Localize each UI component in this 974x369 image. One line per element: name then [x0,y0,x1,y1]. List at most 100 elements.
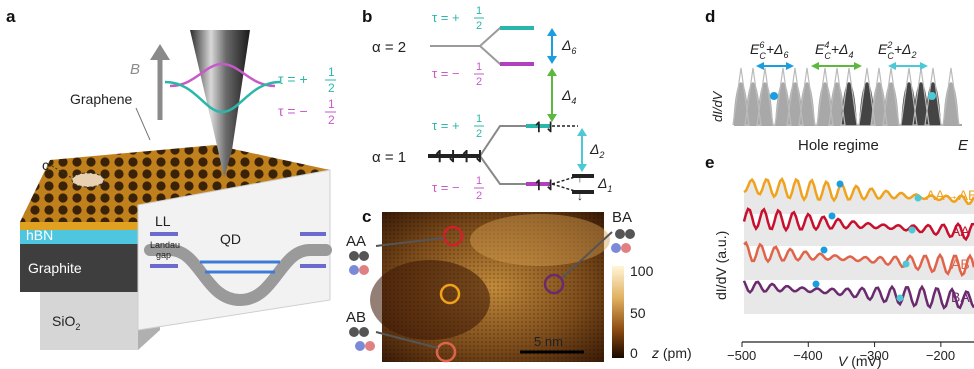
b-tau-plus-top-num: 1 [476,5,482,17]
delta2-head-up [577,128,587,136]
hbn-label: hBN [26,227,53,243]
e-tick-label: −200 [926,348,955,363]
e-dot-delta6 [828,212,836,220]
panel-b: b α = 2 τ = + 1 2 τ = − 1 2 Δ6 Δ4 α = 1 [362,5,612,203]
delta4-head-up [547,68,557,76]
e-ylabel: dI/dV (a.u.) [713,231,729,300]
delta6-label: Δ6 [561,37,576,56]
e-trace-fill [744,280,974,314]
ab-pointer [375,331,439,349]
aa-atom-1 [349,251,359,261]
d-arrow-6-right [786,62,794,70]
panel-a-letter: a [6,7,16,26]
d-term-4: E4 C+Δ4 [815,40,853,61]
delta4-head-down [547,114,557,122]
e-tick-label: −300 [860,348,889,363]
b-tau-minus-top-num: 1 [476,61,482,73]
ab-site-circle [435,341,457,363]
b-tau-plus-bottom-num: 1 [476,113,482,125]
d-arrow-4-right [854,62,862,70]
tau-plus-spin-arrows: ↿⇃ [533,119,556,135]
panel-d-letter: d [705,7,715,26]
colorbar-tick-50: 50 [630,305,646,321]
d-e-label: E [958,137,969,154]
svg-text:E4C+Δ4: E4 C+Δ4 [815,40,853,61]
colorbar-tick-0: 0 [630,345,638,361]
d-arrow-4-left [811,62,819,70]
aa-atom-4 [359,265,369,275]
ba-atom-2 [625,229,635,239]
e-dot-delta2 [914,194,922,202]
e-trace-line [743,176,974,206]
graphene-edge [20,222,138,230]
e-traces [742,176,974,314]
tau-minus-den-a: 2 [328,113,335,127]
delta6-head-up [547,28,557,36]
panel-e-letter: e [705,153,714,172]
sio2-layer [40,292,138,350]
colorbar-tick-100: 100 [630,263,654,279]
ab-atom-4 [365,341,375,351]
e-dot-delta2 [896,294,904,302]
aa-label: AA [346,233,366,250]
stm-bright-domain [470,214,610,266]
aa-atom-2 [359,251,369,261]
tau-plus-den-a: 2 [328,81,335,95]
tau-minus-num-a: 1 [328,97,335,111]
ab-atom-3 [355,341,365,351]
b-field-label: B [130,61,140,78]
tau-minus-wave [169,62,276,88]
b-tau-plus-top: τ = + [432,10,460,25]
d-envelope [732,67,960,126]
ba-atom-4 [621,243,631,253]
b-tau-plus-bottom-den: 2 [476,128,482,140]
graphene-surface [20,145,330,222]
e-trace-line [742,207,974,242]
tau-minus-spin-arrows: ↿⇃ [533,177,556,193]
colorbar [612,266,624,358]
ab-atom-2 [359,327,369,337]
d-dot-2 [928,92,936,100]
ab-atom-1 [349,327,359,337]
ba-label: BA [612,209,632,226]
b-tau-minus-top-den: 2 [476,76,482,88]
d-peaks [732,67,960,126]
alpha2-label: α = 2 [372,39,406,56]
aa-pointer [375,237,445,247]
delta2-head-down [577,164,587,172]
panel-e: e dI/dV (a.u.) −500 −400 −300 −200 V (mV) A… [705,153,974,369]
e-trace-fill [744,179,974,214]
ba-atom-1 [615,229,625,239]
alpha1-spin-arrows: ↿⇃↿⇃ [433,149,487,166]
aa-site-circle [442,225,464,247]
ba-pointer [561,231,613,279]
svg-text:E2C+Δ2: E2 C+Δ2 [878,40,916,61]
ll-label: LL [155,213,171,229]
svg-text:E6C+Δ6: E6 C+Δ6 [750,40,788,61]
panel-b-letter: b [362,7,372,26]
d-arrow-2-left [888,62,896,70]
e-dot-delta2 [902,260,910,268]
callout-ellipse [71,172,105,188]
d-dot-1 [770,92,778,100]
b-tau-minus-bottom: τ = − [432,180,460,195]
graphite-layer [20,244,138,292]
b-field-arrowhead [150,44,170,60]
graphene-pointer [135,107,151,141]
delta2-label: Δ2 [589,141,604,160]
b-tau-plus-bottom: τ = + [432,118,460,133]
tau-minus-label-a: τ = − [278,103,308,119]
scale-label: 5 nm [534,334,563,349]
b-tau-minus-bottom-den: 2 [476,190,482,202]
e-dot-delta6 [812,280,820,288]
panel-d: d dI/dV Hole regime E E6 C+Δ6 E4 C+Δ4 E2 C+… [705,7,969,154]
tau-plus-wave [164,80,281,114]
ba-site-circle [543,273,565,295]
alpha1-split-up [479,125,528,157]
aa-atom-3 [349,265,359,275]
sub-spin-up: ↑ [577,171,583,185]
e-legend-ab: AB [951,256,970,272]
d-ylabel: dI/dV [710,90,725,122]
